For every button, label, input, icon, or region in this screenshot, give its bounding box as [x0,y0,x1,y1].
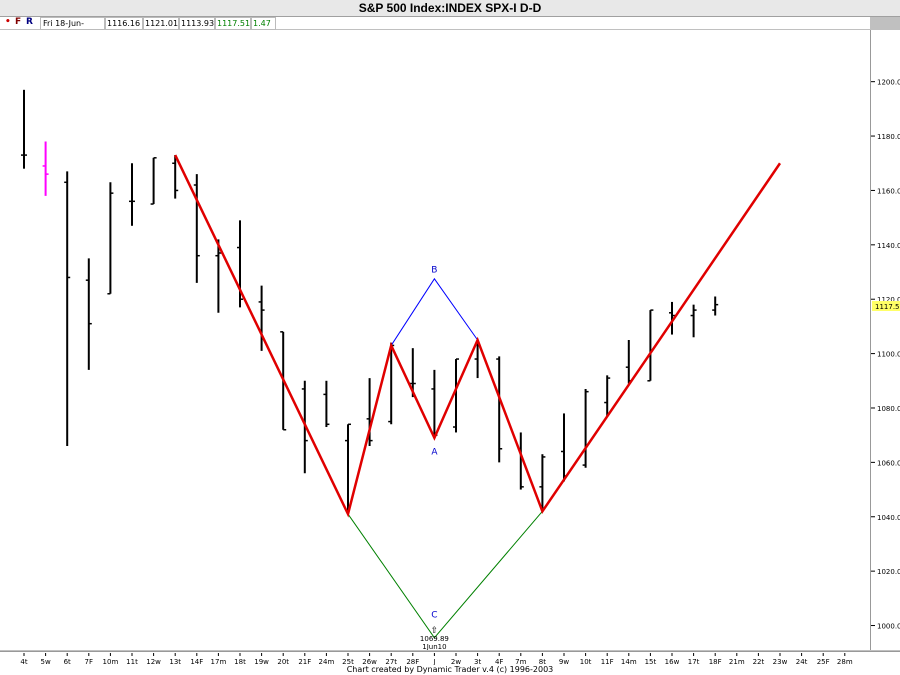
window-titlebar: S&P 500 Index:INDEX SPX-I D-D [0,0,900,17]
chart-title: S&P 500 Index:INDEX SPX-I D-D [358,1,542,15]
x-tick-label: 9w [559,658,569,666]
plot-area[interactable]: B A C ⇧ 1069.89 1Jun10 [0,30,870,651]
x-tick-label: 4t [20,658,27,666]
x-tick-label: 21F [298,658,311,666]
x-tick-label: 11t [126,658,138,666]
x-tick-label: 13t [169,658,181,666]
bar-high: 1121.01 [142,17,180,30]
annotation-date: 1Jun10 [422,643,446,650]
x-tick-label: 12w [146,658,161,666]
x-tick-label: 7F [85,658,93,666]
x-tick-label: 6t [64,658,71,666]
swing-zigzag-line [174,154,782,518]
y-tick-label: 1200.00 [877,79,900,87]
annotation-value: 1069.89 [420,635,449,643]
price-axis[interactable]: 1000.00 1020.00 1040.00 1060.00 1080.00 1100.… [870,30,900,650]
wave-label-c: C [431,611,437,621]
r-button[interactable]: R [26,17,33,27]
x-tick-label: 14m [621,658,637,666]
y-tick-label: 1080.00 [877,405,900,413]
x-tick-label: 3t [474,658,481,666]
x-tick-label: 4F [495,658,503,666]
x-tick-label: 16w [665,658,680,666]
y-tick-label: 1160.00 [877,187,900,195]
bar-close: 1117.51 [214,17,252,30]
bar-open: 1116.16 [104,17,144,30]
x-tick-label: 11F [601,658,614,666]
x-tick-label: 26w [362,658,377,666]
x-tick-label: 24m [319,658,335,666]
wave-label-a: A [431,447,438,457]
date-axis-svg: 4t 5w 6t 7F 10m 11t 12w 13t 14F 17m 18t 19w 20t 21F 24… [20,653,853,666]
last-price-badge [872,300,900,311]
x-tick-label: 15t [645,658,657,666]
arrow-up-icon: ⇧ [431,626,439,636]
y-tick-label: 1020.00 [877,568,900,576]
x-tick-label: 17m [211,658,227,666]
x-tick-label: J [432,658,435,666]
bar-date: Fri 18-Jun-2010 [40,17,106,39]
info-bar: • F R Fri 18-Jun-2010 1116.16 1121.01 11… [0,17,870,39]
date-axis[interactable]: 4t 5w 6t 7F 10m 11t 12w 13t 14F 17m 18t 19w 20t 21F 24… [0,651,900,666]
x-tick-label: 28F [406,658,419,666]
wave-label-b: B [431,265,437,275]
x-tick-label: 25F [817,658,830,666]
x-tick-label: 19w [254,658,269,666]
x-tick-label: 8t [539,658,546,666]
x-tick-label: 23w [773,658,788,666]
credit-text: Chart created by Dynamic Trader v.4 (c) … [0,665,900,675]
x-tick-label: 27t [385,658,397,666]
y-tick-label: 1180.00 [877,133,900,141]
x-tick-label: 21m [729,658,745,666]
f-button[interactable]: F [15,17,22,27]
x-tick-label: 20t [277,658,289,666]
x-tick-label: 7m [515,658,526,666]
bar-change: 1.47 [250,17,276,30]
bar-low: 1113.93 [178,17,216,30]
abc-lower-line [347,510,543,639]
x-tick-label: 28m [837,658,853,666]
x-tick-label: 2w [451,658,461,666]
x-tick-label: 25t [342,658,354,666]
abc-upper-line [390,277,479,346]
y-tick-label: 1140.00 [877,242,900,250]
menu-dot-icon[interactable]: • [5,17,11,27]
x-tick-label: 10m [103,658,119,666]
y-tick-label: 1040.00 [877,514,900,522]
y-tick-label: 1100.00 [877,351,900,359]
y-tick-label: 1120.00 [877,296,900,304]
last-price-label: 1117.51 [875,303,900,311]
x-tick-label: 17t [688,658,700,666]
x-tick-label: 24t [796,658,808,666]
price-axis-svg: 1000.00 1020.00 1040.00 1060.00 1080.00 1100.… [871,79,900,631]
x-tick-label: 10t [580,658,592,666]
y-tick-label: 1060.00 [877,459,900,467]
x-tick-label: 18F [709,658,722,666]
x-tick-label: 22t [753,658,765,666]
y-tick-label: 1000.00 [877,623,900,631]
x-tick-label: 14F [190,658,203,666]
x-tick-label: 5w [41,658,51,666]
x-tick-label: 18t [234,658,246,666]
